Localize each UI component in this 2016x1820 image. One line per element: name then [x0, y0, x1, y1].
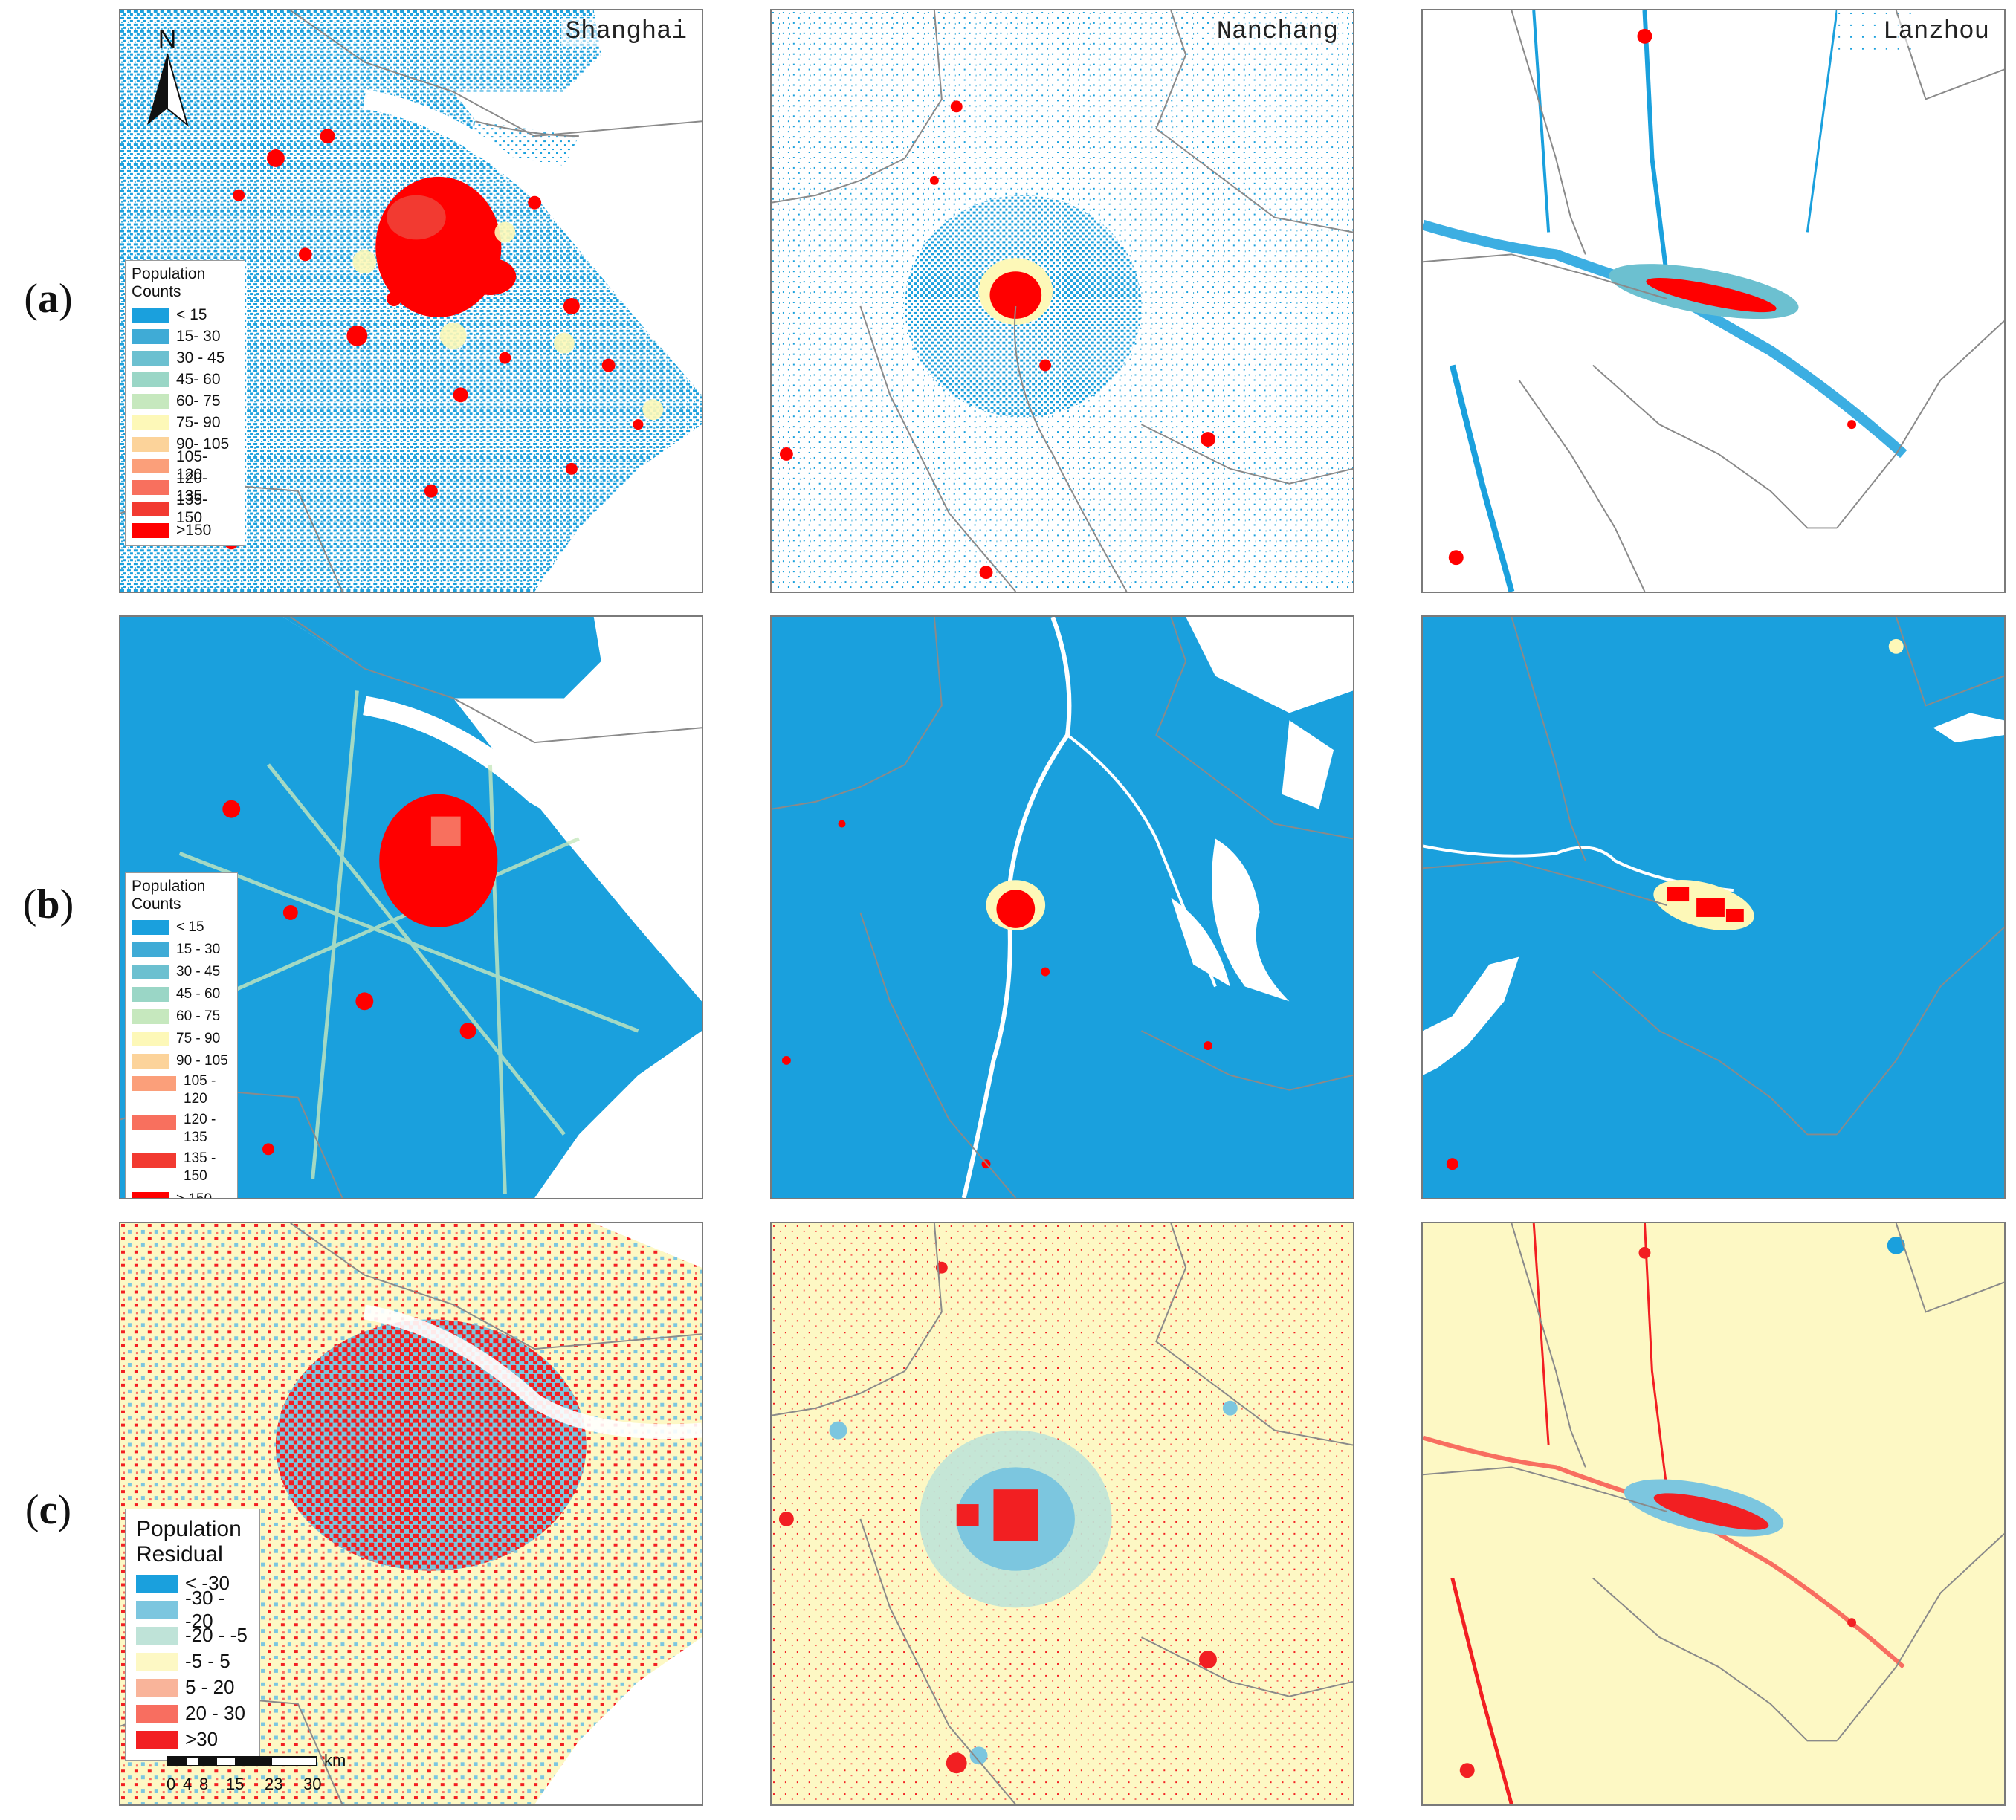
legend-swatch — [132, 522, 169, 538]
legend-swatch — [132, 987, 169, 1002]
legend-item: < 15 — [132, 304, 237, 326]
legend-title: Population Residual — [136, 1517, 242, 1567]
legend-item: 45 - 60 — [132, 983, 230, 1005]
legend-swatch — [132, 1076, 176, 1091]
scale-unit: km — [324, 1754, 346, 1769]
map-panel-b-nanchang — [770, 615, 1354, 1199]
map-panel-c-shanghai: Population Residual < -30 -30 - -20 -20 … — [119, 1222, 703, 1806]
legend-swatch — [136, 1600, 178, 1619]
map-panel-a-lanzhou: Lanzhou — [1421, 9, 2006, 593]
legend-item: 90 - 105 — [132, 1050, 230, 1072]
legend-item: 120 - 135 — [132, 1111, 230, 1150]
scale-tick: 4 — [183, 1775, 192, 1793]
legend-item: 15- 30 — [132, 326, 237, 347]
scale-tick: 15 — [226, 1775, 244, 1793]
legend-item: 60 - 75 — [132, 1005, 230, 1028]
legend-item: -30 - -20 — [136, 1587, 248, 1632]
legend-item: >150 — [132, 519, 237, 541]
legend-item: 5 - 20 — [136, 1674, 248, 1700]
legend-item: 75- 90 — [132, 412, 237, 433]
legend-item: >30 — [136, 1726, 248, 1752]
legend-swatch — [132, 1192, 169, 1198]
legend-swatch — [132, 1009, 169, 1024]
city-label-shanghai: Shanghai — [560, 18, 691, 46]
legend-population-residual: Population Residual < -30 -30 - -20 -20 … — [125, 1509, 260, 1761]
legend-item: -5 - 5 — [136, 1648, 248, 1674]
scale-tick: 30 — [303, 1775, 321, 1793]
row-label-c: (c) — [25, 1487, 72, 1533]
legend-item: 15 - 30 — [132, 939, 230, 961]
map-panel-b-lanzhou — [1421, 615, 2006, 1199]
legend-swatch — [136, 1574, 178, 1593]
map-panel-c-nanchang — [770, 1222, 1354, 1806]
scale-bar: km 0 4 8 15 23 30 — [167, 1754, 346, 1793]
legend-item: 30 - 45 — [132, 961, 230, 983]
legend-swatch — [132, 942, 169, 957]
legend-swatch — [136, 1678, 178, 1697]
row-label-b: (b) — [22, 881, 74, 927]
legend-item: -20 - -5 — [136, 1622, 248, 1648]
map-panel-b-shanghai: Population Counts < 15 15 - 30 30 - 45 4… — [119, 615, 703, 1199]
legend-swatch — [136, 1626, 178, 1645]
legend-item: 75 - 90 — [132, 1028, 230, 1050]
legend-item: 60- 75 — [132, 390, 237, 412]
legend-swatch — [132, 328, 169, 344]
legend-swatch — [132, 458, 169, 473]
row-label-a: (a) — [24, 276, 73, 322]
legend-swatch — [136, 1704, 178, 1723]
legend-swatch — [132, 415, 169, 430]
legend-swatch — [132, 479, 169, 495]
legend-swatch — [132, 920, 169, 935]
legend-swatch — [132, 436, 169, 452]
svg-text:N: N — [158, 25, 177, 54]
legend-item: 90- 105 — [132, 433, 237, 455]
map-panel-c-lanzhou — [1421, 1222, 2006, 1806]
legend-swatch — [132, 1115, 176, 1130]
legend-population-counts-b: Population Counts < 15 15 - 30 30 - 45 4… — [125, 872, 238, 1198]
legend-title: Population Counts — [132, 878, 206, 913]
legend-item: 30 - 45 — [132, 347, 237, 369]
legend-swatch — [132, 350, 169, 366]
legend-swatch — [132, 501, 169, 516]
scale-tick: 0 — [167, 1775, 175, 1793]
legend-population-counts-a: Population Counts < 15 15- 30 30 - 45 45… — [125, 260, 245, 546]
legend-item: 135 - 150 — [132, 1150, 230, 1188]
map-panel-a-nanchang: Nanchang — [770, 9, 1354, 593]
scale-tick: 23 — [265, 1775, 282, 1793]
legend-item: < 15 — [132, 916, 230, 939]
legend-swatch — [132, 372, 169, 387]
city-label-lanzhou: Lanzhou — [1878, 18, 1994, 46]
legend-swatch — [132, 1153, 176, 1168]
legend-swatch — [132, 307, 169, 323]
legend-title: Population Counts — [132, 265, 206, 300]
legend-item: 45- 60 — [132, 369, 237, 390]
legend-swatch — [132, 1054, 169, 1069]
legend-swatch — [132, 393, 169, 409]
legend-item: 20 - 30 — [136, 1700, 248, 1726]
legend-swatch — [136, 1730, 178, 1749]
legend-item: < -30 — [136, 1570, 248, 1596]
north-arrow-icon: N — [147, 25, 189, 127]
scale-tick: 8 — [199, 1775, 208, 1793]
legend-item: 135- 150 — [132, 491, 237, 526]
city-label-nanchang: Nanchang — [1212, 18, 1343, 46]
legend-swatch — [132, 1032, 169, 1046]
legend-item: 105 - 120 — [132, 1072, 230, 1111]
legend-item: 120- 135 — [132, 470, 237, 505]
map-panel-a-shanghai: Shanghai N Population Counts < 15 15- 30… — [119, 9, 703, 593]
legend-swatch — [132, 965, 169, 979]
legend-item: > 150 — [132, 1188, 230, 1198]
legend-swatch — [136, 1652, 178, 1671]
legend-item: 105- 120 — [132, 448, 237, 483]
